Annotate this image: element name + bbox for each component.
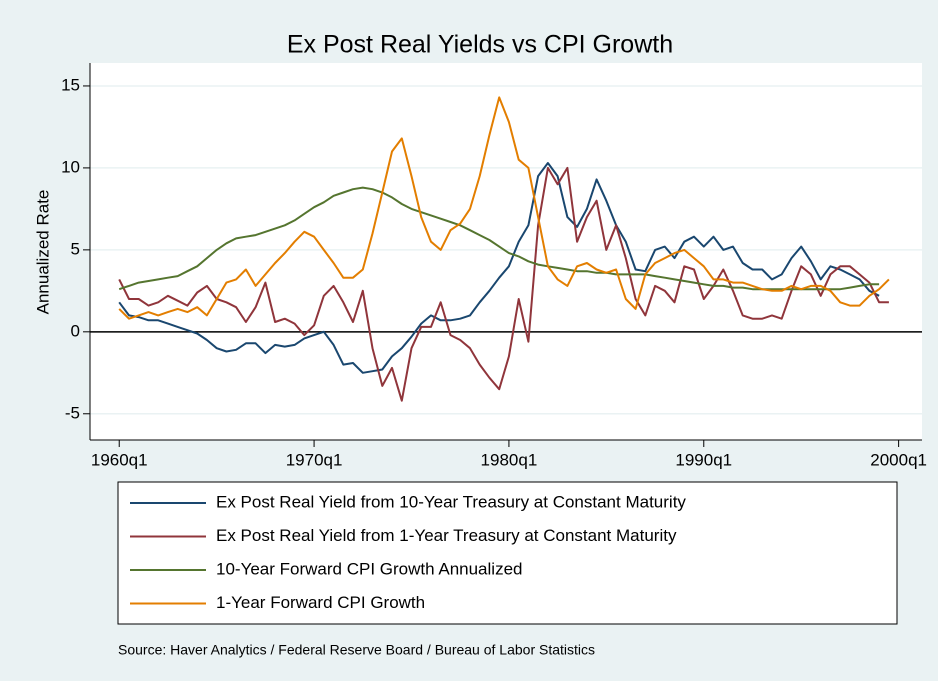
y-tick-label: 10 [61,157,80,176]
x-tick-label: 1970q1 [286,450,343,469]
legend-label: 10-Year Forward CPI Growth Annualized [216,559,522,578]
y-tick-label: 5 [71,239,80,258]
x-tick-label: 1990q1 [675,450,732,469]
y-tick-label: -5 [65,403,80,422]
y-tick-label: 0 [71,321,80,340]
x-tick-label: 1980q1 [481,450,538,469]
legend-label: Ex Post Real Yield from 1-Year Treasury … [216,526,677,545]
x-tick-label: 2000q1 [870,450,927,469]
legend [117,481,898,625]
chart-title: Ex Post Real Yields vs CPI Growth [287,31,673,59]
y-tick-label: 15 [61,75,80,94]
series-line [118,186,880,291]
x-tick-label: 1960q1 [91,450,148,469]
legend-label: 1-Year Forward CPI Growth [216,593,425,612]
plot: -5 0 5 10 15 1960q1 1970q1 1980q1 1990q1 2000q1 Ex… [61,63,927,612]
series-line [118,96,890,320]
series-line [118,162,880,374]
legend-label: Ex Post Real Yield from 10-Year Treasury… [216,492,686,511]
series-line [118,166,889,402]
y-axis-label: Annualized Rate [33,190,52,315]
source-note: Source: Haver Analytics / Federal Reserv… [118,642,595,658]
